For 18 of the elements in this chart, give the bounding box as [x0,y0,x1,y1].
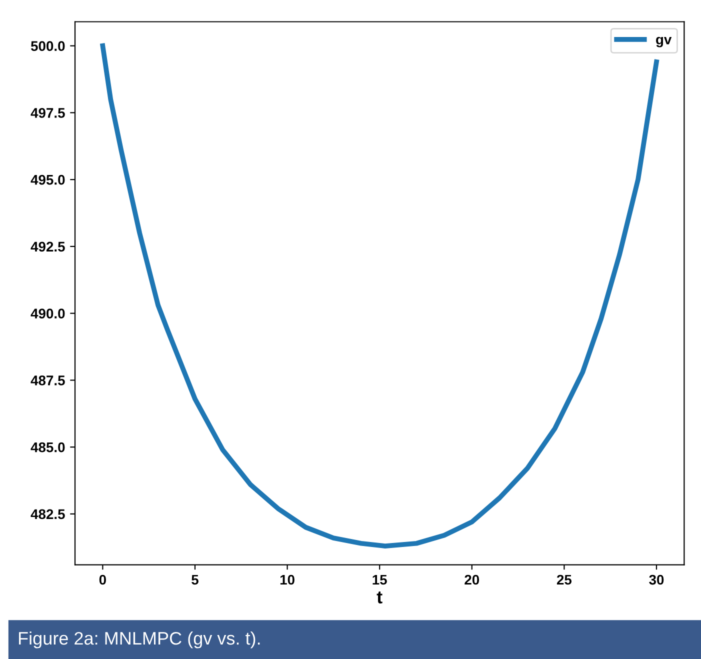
y-tick-label: 492.5 [30,242,65,252]
y-tick-label: 500.0 [30,41,65,51]
x-tick-label: 15 [372,574,387,585]
y-tick-label: 487.5 [30,376,65,386]
x-tick-label: 5 [192,574,198,585]
x-tick-label: 30 [649,574,664,585]
x-tick-label: 20 [464,574,480,585]
y-tick-label: 495.0 [30,174,65,185]
x-tick-label: 0 [99,574,106,585]
y-tick-label: 485.0 [30,442,65,452]
caption: Figure 2a: MNLMPC (gv vs. t). [19,631,260,648]
y-tick-label: 490.0 [30,308,65,318]
x-axis-title: t [376,592,382,604]
x-tick-label: 25 [556,574,572,585]
y-tick-label: 497.5 [30,108,65,118]
y-tick-label: 482.5 [30,509,65,520]
legend-label: gv [656,36,672,48]
x-tick-label: 10 [280,574,294,585]
